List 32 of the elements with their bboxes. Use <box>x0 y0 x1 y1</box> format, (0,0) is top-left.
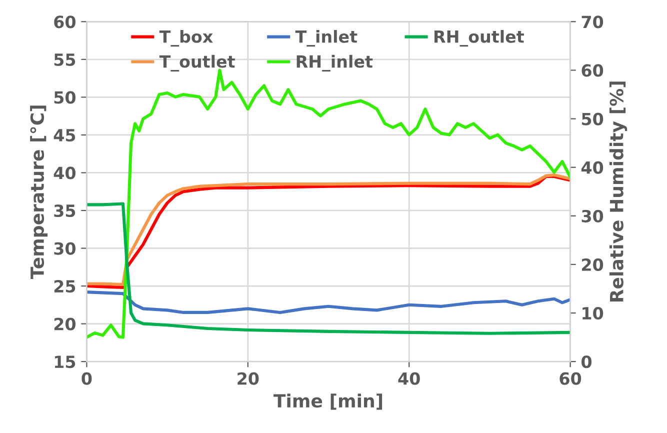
legend-label: T_box <box>159 30 213 47</box>
y2-tick-label: 70 <box>582 16 604 28</box>
y2-tick-label: 0 <box>582 356 592 368</box>
x-tick-label: 0 <box>82 372 92 385</box>
legend-label: RH_outlet <box>434 30 524 47</box>
y2-tick-label: 20 <box>582 258 604 272</box>
x-tick-label: 40 <box>398 372 420 385</box>
y2-tick-label: 30 <box>582 210 604 222</box>
y-tick-label: 20 <box>54 318 76 330</box>
line-series <box>86 290 570 314</box>
y-tick-label: 55 <box>54 54 76 66</box>
y-tick-label: 35 <box>54 204 76 218</box>
y-axis-title: Temperature [°C] <box>30 106 48 279</box>
x-tick-label: 20 <box>238 372 259 385</box>
x-axis-title: Time [min] <box>273 394 382 410</box>
y2-axis-title: Relative Humidity [%] <box>609 82 628 302</box>
line-series <box>86 202 570 335</box>
legend-label: RH_inlet <box>296 54 373 72</box>
y-tick-label: 60 <box>54 16 76 28</box>
y2-tick-label: 10 <box>582 306 604 320</box>
y2-tick-label: 40 <box>581 161 604 174</box>
legend-label: T_outlet <box>159 54 235 72</box>
y-tick-label: 50 <box>54 91 76 104</box>
legend-label: T_inlet <box>295 30 358 47</box>
y2-tick-label: 50 <box>582 112 604 126</box>
y-tick-label: 25 <box>54 280 76 293</box>
x-tick-label: 60 <box>560 372 582 385</box>
y-tick-label: 30 <box>54 242 76 255</box>
y-tick-label: 40 <box>54 166 76 180</box>
y2-tick-label: 60 <box>582 64 604 77</box>
y-tick-label: 45 <box>54 129 76 142</box>
y-tick-label: 15 <box>54 356 76 368</box>
